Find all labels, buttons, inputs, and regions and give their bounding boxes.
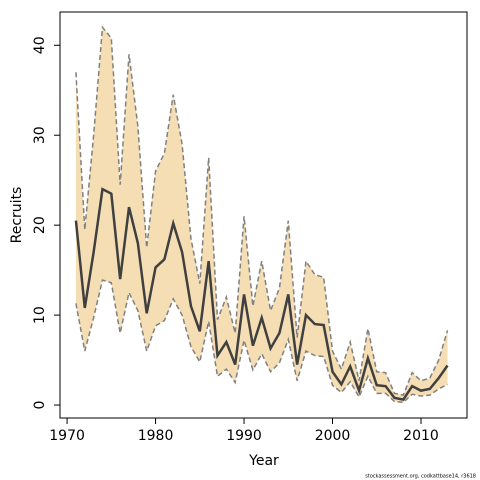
confidence-band xyxy=(75,27,448,403)
y-tick-label: 30 xyxy=(32,126,48,144)
band-edge xyxy=(75,279,448,404)
x-tick-label: 2010 xyxy=(403,428,439,444)
plot-frame xyxy=(59,11,468,419)
x-tick-label: 2000 xyxy=(315,428,351,444)
x-axis-label: Year xyxy=(248,453,279,469)
y-tick-label: 40 xyxy=(32,36,48,54)
x-tick-label: 1990 xyxy=(226,428,262,444)
footnote: stockassessment.org, codkattbase14, r361… xyxy=(365,474,476,480)
x-tick-label: 1980 xyxy=(138,428,174,444)
y-tick-label: 20 xyxy=(32,216,48,234)
band-edge xyxy=(75,25,449,397)
y-tick-label: 0 xyxy=(32,401,48,410)
y-axis-label: Recruits xyxy=(9,187,25,244)
estimate-line xyxy=(74,187,449,402)
x-tick-label: 1970 xyxy=(49,428,85,444)
y-tick-label: 10 xyxy=(32,306,48,324)
